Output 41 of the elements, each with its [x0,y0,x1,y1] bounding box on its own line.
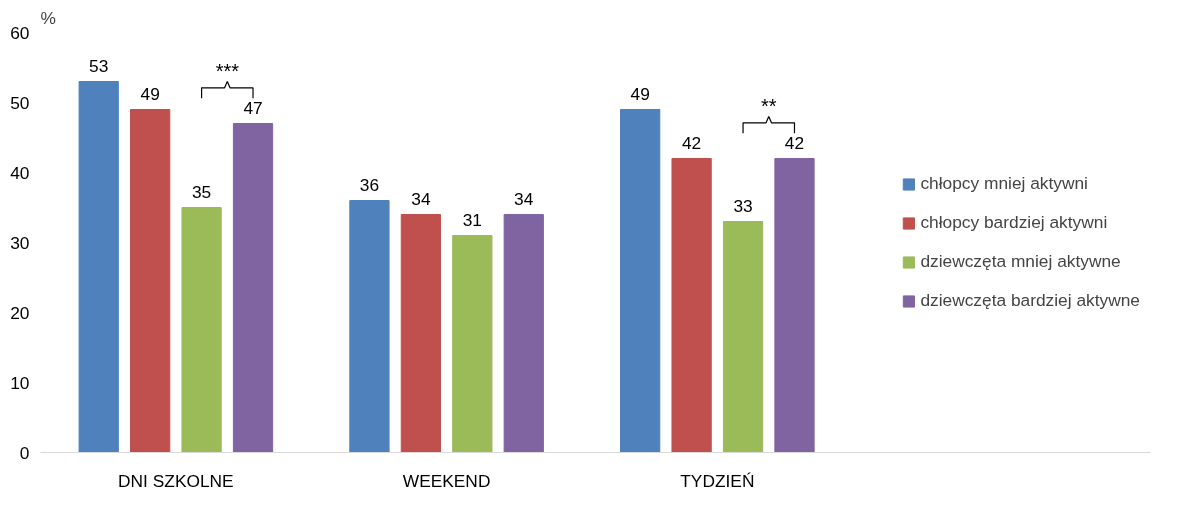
data-label: 31 [462,209,482,230]
x-tick-label: DNI SZKOLNE [118,470,234,491]
bar [130,109,171,453]
bar [503,214,544,453]
y-tick-label: 40 [10,162,30,183]
bar [78,81,119,453]
data-label: 33 [733,195,753,216]
x-tick-label: WEEKEND [402,470,491,491]
legend-label: chłopcy bardziej aktywni [920,212,1108,233]
legend-label: chłopcy mniej aktywni [920,173,1088,194]
bar [722,221,764,453]
y-tick-label: 10 [10,372,30,393]
data-label: 53 [89,55,109,76]
y-tick-label: 30 [10,232,30,253]
bar [671,158,712,453]
data-label: 42 [784,132,805,153]
x-tick-label: TYDZIEŃ [680,470,755,491]
data-label: 49 [630,83,650,104]
annotation: ** [760,94,777,117]
bar [181,207,222,453]
data-label: 47 [243,97,263,118]
y-tick-label: 0 [19,442,30,463]
y-tick-label: 50 [10,92,30,113]
bar [232,123,274,453]
legend-label: dziewczęta mniej aktywne [920,251,1121,272]
bar [620,109,661,453]
bar [452,235,493,453]
legend-label: dziewczęta bardziej aktywne [920,290,1140,311]
bar [349,200,390,453]
data-label: 36 [359,174,380,195]
y-tick-label: 60 [10,22,30,43]
y-tick-label: 20 [10,302,30,323]
data-label: 42 [681,132,702,153]
annotation: *** [215,59,240,82]
bar [774,158,815,453]
bar [400,214,442,453]
data-label: 34 [514,188,534,209]
y-axis-title: % [40,7,56,28]
data-label: 49 [140,83,160,104]
data-label: 34 [411,188,431,209]
data-label: 35 [191,181,212,202]
